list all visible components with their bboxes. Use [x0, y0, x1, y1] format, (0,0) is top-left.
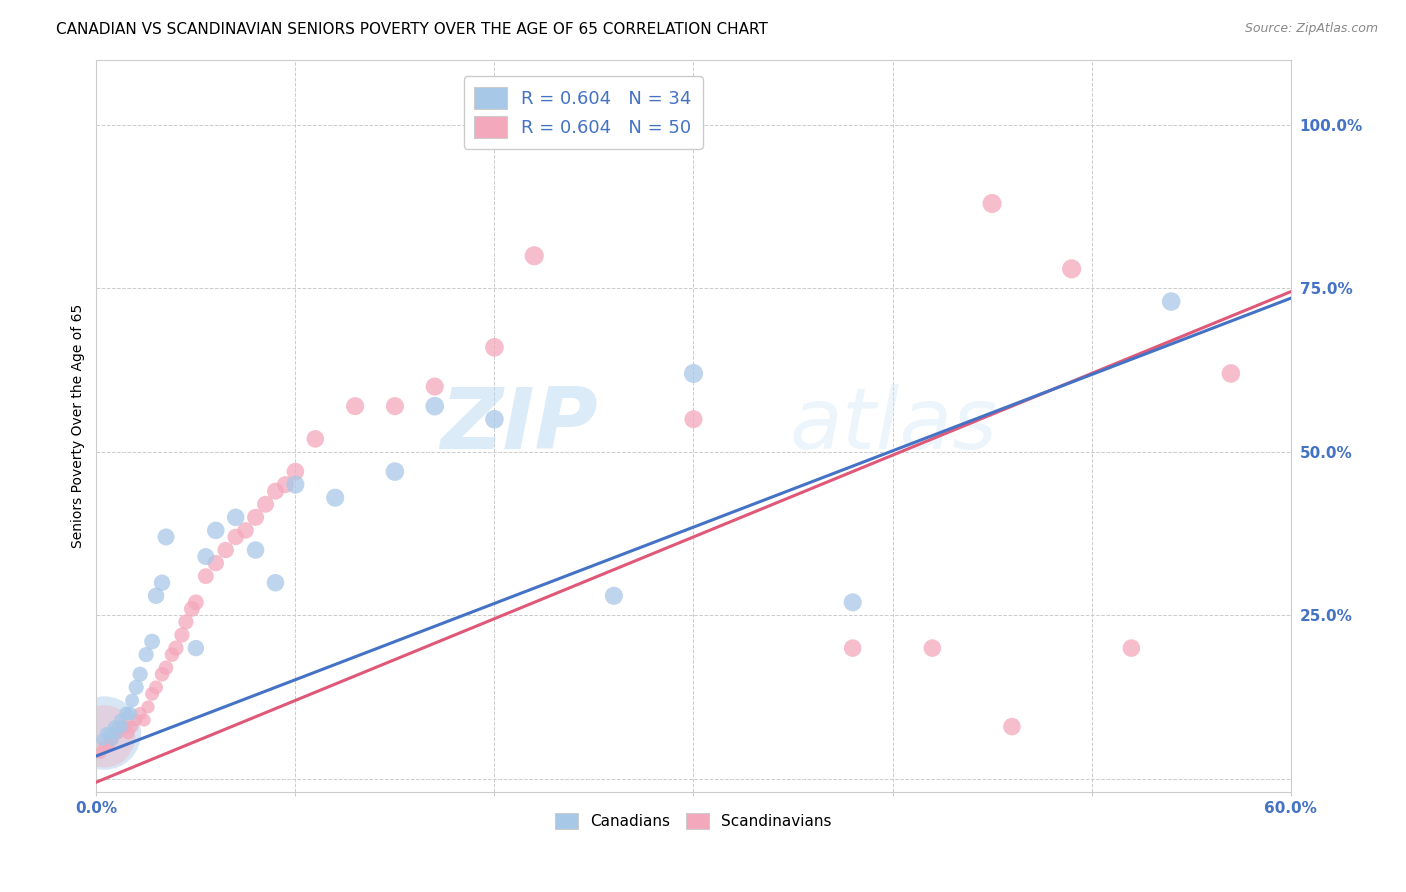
- Point: [155, 661, 177, 675]
- Point: [1160, 294, 1182, 309]
- Point: [145, 589, 167, 603]
- Point: [125, 681, 148, 695]
- Point: [484, 412, 506, 426]
- Point: [91, 732, 114, 747]
- Point: [1001, 720, 1024, 734]
- Point: [204, 556, 226, 570]
- Point: [97, 739, 120, 754]
- Text: ZIP: ZIP: [440, 384, 598, 467]
- Point: [115, 720, 138, 734]
- Point: [423, 379, 446, 393]
- Point: [841, 595, 863, 609]
- Point: [344, 399, 367, 413]
- Point: [98, 732, 121, 747]
- Text: Source: ZipAtlas.com: Source: ZipAtlas.com: [1244, 22, 1378, 36]
- Point: [160, 648, 183, 662]
- Point: [170, 628, 193, 642]
- Point: [284, 465, 307, 479]
- Point: [184, 595, 207, 609]
- Point: [841, 641, 863, 656]
- Point: [101, 732, 124, 747]
- Point: [141, 687, 163, 701]
- Point: [141, 634, 163, 648]
- Point: [254, 497, 277, 511]
- Point: [194, 549, 217, 564]
- Point: [120, 706, 142, 721]
- Point: [274, 477, 297, 491]
- Point: [150, 575, 173, 590]
- Point: [384, 399, 406, 413]
- Point: [1121, 641, 1143, 656]
- Point: [145, 681, 167, 695]
- Point: [93, 739, 115, 754]
- Point: [155, 530, 177, 544]
- Point: [284, 477, 307, 491]
- Text: atlas: atlas: [789, 384, 997, 467]
- Point: [1219, 367, 1241, 381]
- Point: [111, 720, 134, 734]
- Point: [117, 726, 139, 740]
- Point: [245, 510, 267, 524]
- Point: [165, 641, 187, 656]
- Point: [107, 720, 129, 734]
- Point: [107, 726, 129, 740]
- Point: [423, 399, 446, 413]
- Point: [103, 720, 125, 734]
- Point: [96, 726, 118, 740]
- Point: [264, 484, 287, 499]
- Point: [235, 524, 257, 538]
- Point: [129, 667, 152, 681]
- Point: [150, 667, 173, 681]
- Point: [225, 510, 247, 524]
- Point: [136, 700, 159, 714]
- Point: [245, 543, 267, 558]
- Point: [582, 104, 605, 119]
- Point: [105, 726, 128, 740]
- Point: [174, 615, 197, 629]
- Point: [225, 530, 247, 544]
- Point: [204, 524, 226, 538]
- Point: [323, 491, 346, 505]
- Point: [1060, 261, 1083, 276]
- Point: [134, 713, 156, 727]
- Legend: Canadians, Scandinavians: Canadians, Scandinavians: [550, 807, 838, 836]
- Point: [89, 746, 111, 760]
- Point: [264, 575, 287, 590]
- Point: [135, 648, 157, 662]
- Point: [215, 543, 238, 558]
- Point: [125, 713, 148, 727]
- Point: [180, 602, 202, 616]
- Point: [93, 726, 115, 740]
- Point: [304, 432, 326, 446]
- Point: [98, 726, 121, 740]
- Point: [603, 589, 626, 603]
- Point: [110, 713, 132, 727]
- Point: [101, 732, 124, 747]
- Point: [111, 720, 134, 734]
- Point: [121, 720, 143, 734]
- Point: [93, 730, 115, 744]
- Point: [129, 706, 152, 721]
- Point: [384, 465, 406, 479]
- Point: [105, 726, 128, 740]
- Y-axis label: Seniors Poverty Over the Age of 65: Seniors Poverty Over the Age of 65: [72, 303, 86, 548]
- Point: [682, 367, 704, 381]
- Point: [981, 196, 1004, 211]
- Point: [682, 412, 704, 426]
- Point: [921, 641, 943, 656]
- Point: [523, 249, 546, 263]
- Text: CANADIAN VS SCANDINAVIAN SENIORS POVERTY OVER THE AGE OF 65 CORRELATION CHART: CANADIAN VS SCANDINAVIAN SENIORS POVERTY…: [56, 22, 768, 37]
- Point: [484, 340, 506, 354]
- Point: [121, 693, 143, 707]
- Point: [184, 641, 207, 656]
- Point: [115, 706, 138, 721]
- Point: [194, 569, 217, 583]
